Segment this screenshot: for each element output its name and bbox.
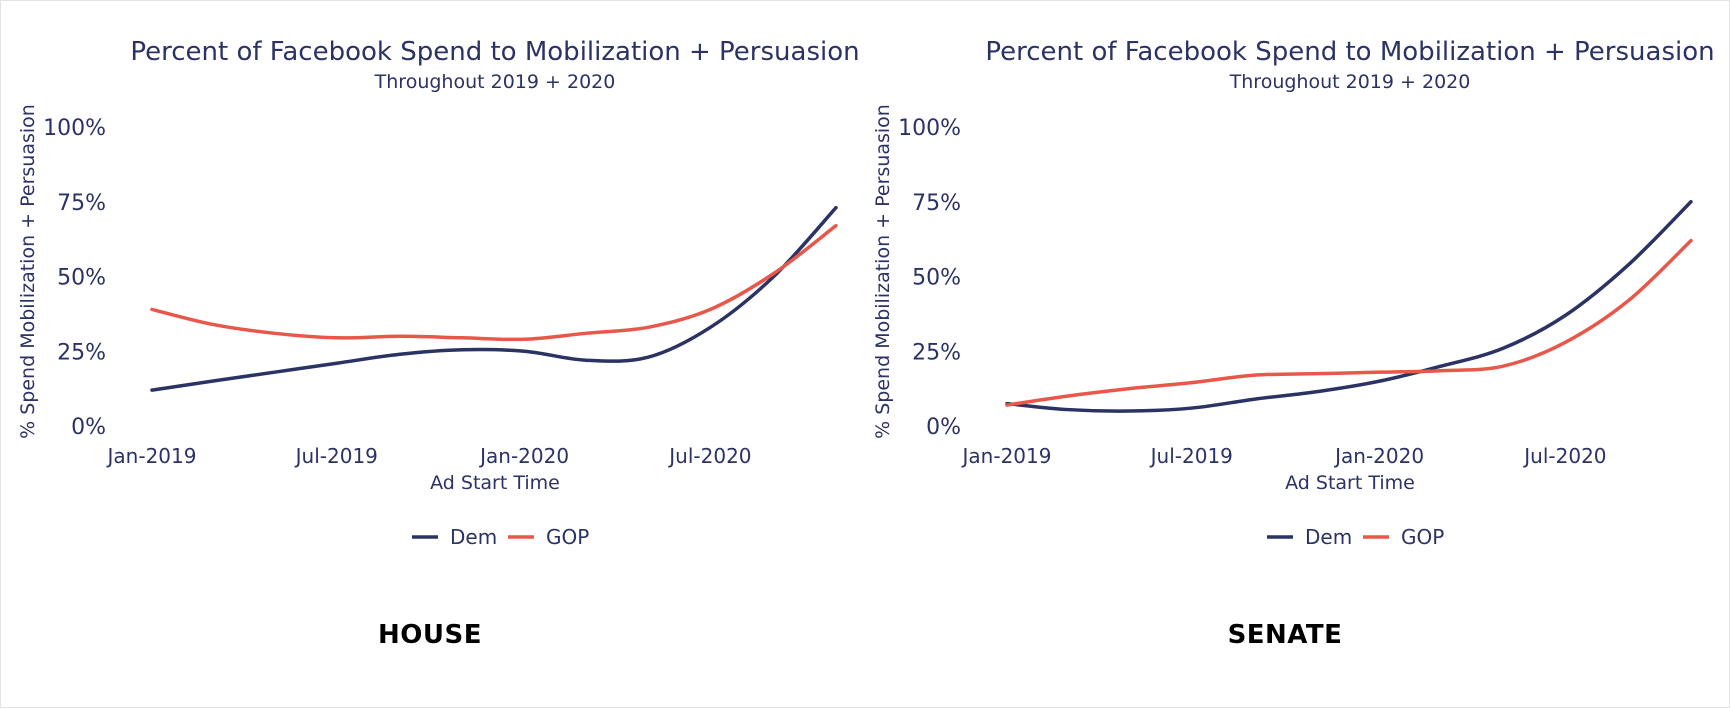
legend-label-dem: Dem [450, 525, 497, 549]
y-tick-label: 75% [57, 191, 106, 216]
series-line-gop [150, 223, 838, 342]
y-tick-label: 25% [57, 340, 106, 365]
y-tick-label: 50% [57, 266, 106, 291]
x-tick-label: Jan-2019 [961, 444, 1052, 468]
x-tick-label: Jan-2020 [1333, 444, 1424, 468]
chart-subtitle: Throughout 2019 + 2020 [374, 71, 616, 93]
y-tick-label: 25% [912, 340, 961, 365]
chart-title: Percent of Facebook Spend to Mobilizatio… [985, 37, 1714, 67]
legend-label-dem: Dem [1305, 525, 1352, 549]
series-line-dem [1005, 200, 1693, 413]
x-tick-label: Jan-2020 [478, 444, 569, 468]
y-tick-label: 0% [926, 415, 961, 440]
x-tick-label: Jul-2020 [667, 444, 751, 468]
y-tick-label: 100% [43, 116, 106, 141]
series-line-gop [1005, 238, 1693, 407]
legend: Dem GOP [412, 525, 589, 549]
y-axis-label: % Spend Mobilization + Persuasion [872, 104, 894, 439]
x-tick-label: Jul-2019 [294, 444, 378, 468]
legend: Dem GOP [1267, 525, 1444, 549]
y-tick-label: 50% [912, 266, 961, 291]
senate-chart: Percent of Facebook Spend to Mobilizatio… [872, 37, 1715, 549]
house-chart-panel: Percent of Facebook Spend to Mobilizatio… [0, 0, 860, 708]
y-tick-label: 0% [71, 415, 106, 440]
senate-label: SENATE [1227, 620, 1343, 650]
y-tick-label: 100% [898, 116, 961, 141]
y-tick-label: 75% [912, 191, 961, 216]
x-tick-label: Jan-2019 [106, 444, 197, 468]
chart-title: Percent of Facebook Spend to Mobilizatio… [130, 37, 859, 67]
senate-chart-panel: Percent of Facebook Spend to Mobilizatio… [855, 0, 1715, 708]
legend-label-gop: GOP [1401, 525, 1444, 549]
x-tick-label: Jul-2019 [1149, 444, 1233, 468]
x-axis-label: Ad Start Time [430, 472, 560, 494]
chart-subtitle: Throughout 2019 + 2020 [1229, 71, 1471, 93]
x-tick-label: Jul-2020 [1522, 444, 1606, 468]
y-axis-label: % Spend Mobilization + Persuasion [17, 104, 39, 439]
house-chart: Percent of Facebook Spend to Mobilizatio… [17, 37, 860, 549]
series-line-dem [150, 205, 838, 392]
legend-label-gop: GOP [546, 525, 589, 549]
x-axis-label: Ad Start Time [1285, 472, 1415, 494]
house-label: HOUSE [378, 620, 482, 650]
